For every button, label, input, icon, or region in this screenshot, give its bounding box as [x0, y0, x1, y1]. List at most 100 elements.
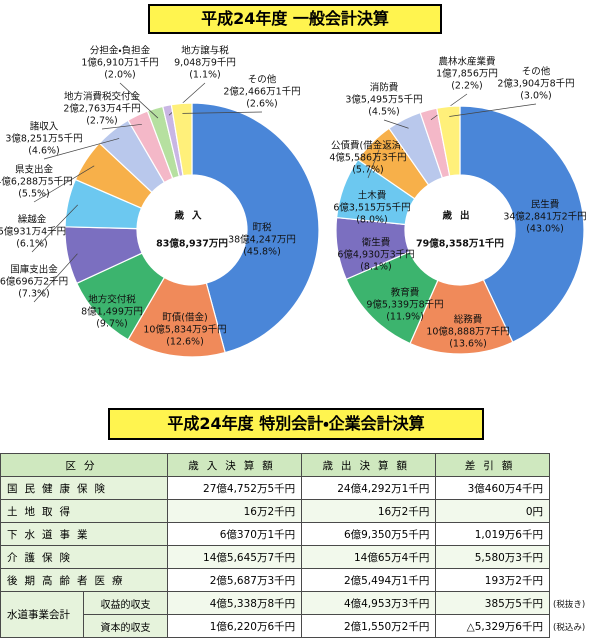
- header-cell: 歳入決算額: [166, 453, 303, 477]
- header-cell: 差引額: [435, 453, 550, 477]
- slice-amount: 2億3,904万8千円: [497, 78, 574, 90]
- table-row: 介護保険 14億5,645万7千円 14億65万4千円 5,580万3千円: [0, 545, 550, 569]
- amount-cell: 24億4,292万1千円: [301, 476, 437, 500]
- amount-cell: △5,329万6千円: [435, 614, 550, 638]
- slice-amount: 5億931万4千円: [0, 226, 66, 238]
- table-row: 国民健康保険 27億4,752万5千円 24億4,292万1千円 3億460万4千円: [0, 476, 550, 500]
- amount-cell: 1億6,220万6千円: [166, 614, 303, 638]
- slice-name: 総務費: [454, 314, 483, 326]
- title: 平成24年度 一般会計決算: [148, 4, 442, 34]
- slice-amount: 4億5,586万3千円: [329, 152, 406, 164]
- amount-cell: 6億370万1千円: [166, 522, 303, 546]
- slice-amount: 4億6,288万5千円: [0, 176, 73, 188]
- leader-line: [101, 123, 142, 130]
- slice-name: 地方譲与税: [181, 45, 229, 57]
- slice-percent: (2.0%): [104, 70, 136, 81]
- center-value: 83億8,937万円: [156, 238, 228, 250]
- amount-cell: 2億5,687万3千円: [166, 568, 303, 592]
- note: (税込み): [553, 623, 586, 633]
- amount-cell: 2億5,494万1千円: [301, 568, 437, 592]
- header-row: 区分 歳入決算額 歳出決算額 差引額: [0, 453, 550, 477]
- slice-amount: 38億4,247万円: [228, 234, 296, 246]
- slice-amount: 1億6,910万1千円: [81, 57, 158, 69]
- amount-cell: 16万2千円: [166, 499, 303, 523]
- slice-amount: 3億8,251万5千円: [5, 133, 82, 145]
- slice-percent: (8.1%): [360, 262, 392, 273]
- slice-name: 町債(借金): [162, 312, 207, 324]
- row-label: 水道事業会計: [0, 591, 84, 638]
- amount-cell: 4億4,953万3千円: [301, 591, 437, 615]
- slice-amount: 9,048万9千円: [174, 58, 236, 69]
- row-label: 土地取得: [0, 499, 168, 523]
- slice-name: 教育費: [391, 287, 420, 299]
- slice-name: 分担金・負担金: [90, 45, 151, 57]
- leader-line: [31, 204, 78, 253]
- slice-name: 農林水産業費: [438, 56, 495, 68]
- slice-percent: (2.2%): [451, 81, 483, 92]
- table: 区分 歳入決算額 歳出決算額 差引額 国民健康保険 27億4,752万5千円 24億4,29…: [0, 453, 550, 638]
- leader-line: [43, 138, 120, 160]
- slice-percent: (3.0%): [520, 91, 552, 102]
- slice-name: 地方消費税交付金: [64, 91, 141, 103]
- amount-cell: 3億460万4千円: [435, 476, 550, 500]
- slice-name: 町税: [252, 222, 272, 234]
- leader-line: [367, 149, 380, 179]
- slice-name: 民生費: [531, 199, 560, 211]
- slice-amount: 1億7,856万円: [436, 68, 498, 80]
- slice-name: 繰越金: [18, 214, 47, 226]
- slice-percent: (1.1%): [189, 70, 221, 81]
- table-row: 資本的収支 1億6,220万6千円 2億1,550万2千円 △5,329万6千円: [1, 614, 550, 638]
- row-label: 国民健康保険: [0, 476, 168, 500]
- slice-percent: (11.9%): [386, 312, 424, 323]
- amount-cell: 5,580万3千円: [435, 545, 550, 569]
- leader-line: [119, 82, 159, 119]
- row-label: 介護保険: [0, 545, 168, 569]
- slice-percent: (8.0%): [356, 215, 388, 226]
- slice-amount: 6億4,930万3千円: [337, 249, 414, 261]
- pie-slice: [436, 105, 461, 177]
- slice-percent: (45.8%): [243, 247, 281, 258]
- slice-name: 消防費: [370, 82, 399, 94]
- pie-slice: [191, 102, 320, 354]
- slice-name: 衛生費: [362, 237, 391, 249]
- slice-name: その他: [248, 74, 277, 86]
- slice-amount: 9億5,339万8千円: [366, 299, 443, 311]
- table-title: 平成24年度 特別会計・企業会計決算: [108, 408, 484, 440]
- sub-label: 資本的収支: [83, 614, 168, 638]
- slice-percent: (9.7%): [96, 319, 128, 330]
- slice-amount: 8億1,499万円: [81, 306, 143, 318]
- slice-name: 地方交付税: [88, 294, 136, 306]
- leader-line: [449, 103, 537, 117]
- slice-percent: (4.5%): [368, 107, 400, 118]
- leader-line: [182, 111, 263, 114]
- table-row: 下水道事業 6億370万1千円 6億9,350万5千円 1,019万6千円: [0, 522, 550, 546]
- amount-cell: 27億4,752万5千円: [166, 476, 303, 500]
- slice-name: 国庫支出金: [10, 264, 58, 276]
- amount-cell: 193万2千円: [435, 568, 550, 592]
- slice-percent: (2.7%): [86, 116, 118, 127]
- slice-percent: (13.6%): [449, 339, 487, 350]
- amount-cell: 4億5,338万8千円: [166, 591, 303, 615]
- amount-cell: 385万5千円: [435, 591, 550, 615]
- slice-name: その他: [522, 66, 551, 78]
- slice-amount: 3億5,495万5千円: [345, 94, 422, 106]
- table-row: 後期高齢者医療 2億5,687万3千円 2億5,494万1千円 193万2千円: [0, 568, 550, 592]
- note: (税抜き): [553, 600, 586, 610]
- slice-name: 県支出金: [15, 164, 54, 176]
- slice-percent: (43.0%): [526, 224, 564, 235]
- amount-cell: 0円: [435, 499, 550, 523]
- slice-amount: 10億5,834万9千円: [143, 324, 226, 336]
- leader-line: [33, 165, 95, 203]
- slice-amount: 10億8,888万7千円: [426, 326, 509, 338]
- slice-amount: 6億3,515万5千円: [333, 202, 410, 214]
- slice-percent: (5.7%): [352, 165, 384, 176]
- slice-percent: (2.6%): [246, 99, 278, 110]
- table-row: 水道事業会計 収益的収支 4億5,338万8千円 4億4,953万3千円 385万5千円: [0, 591, 550, 638]
- row-label: 下水道事業: [0, 522, 168, 546]
- amount-cell: 14億5,645万7千円: [166, 545, 303, 569]
- pie-slice: [459, 105, 585, 343]
- amount-cell: 6億9,350万5千円: [301, 522, 437, 546]
- sub-label: 収益的収支: [83, 591, 168, 615]
